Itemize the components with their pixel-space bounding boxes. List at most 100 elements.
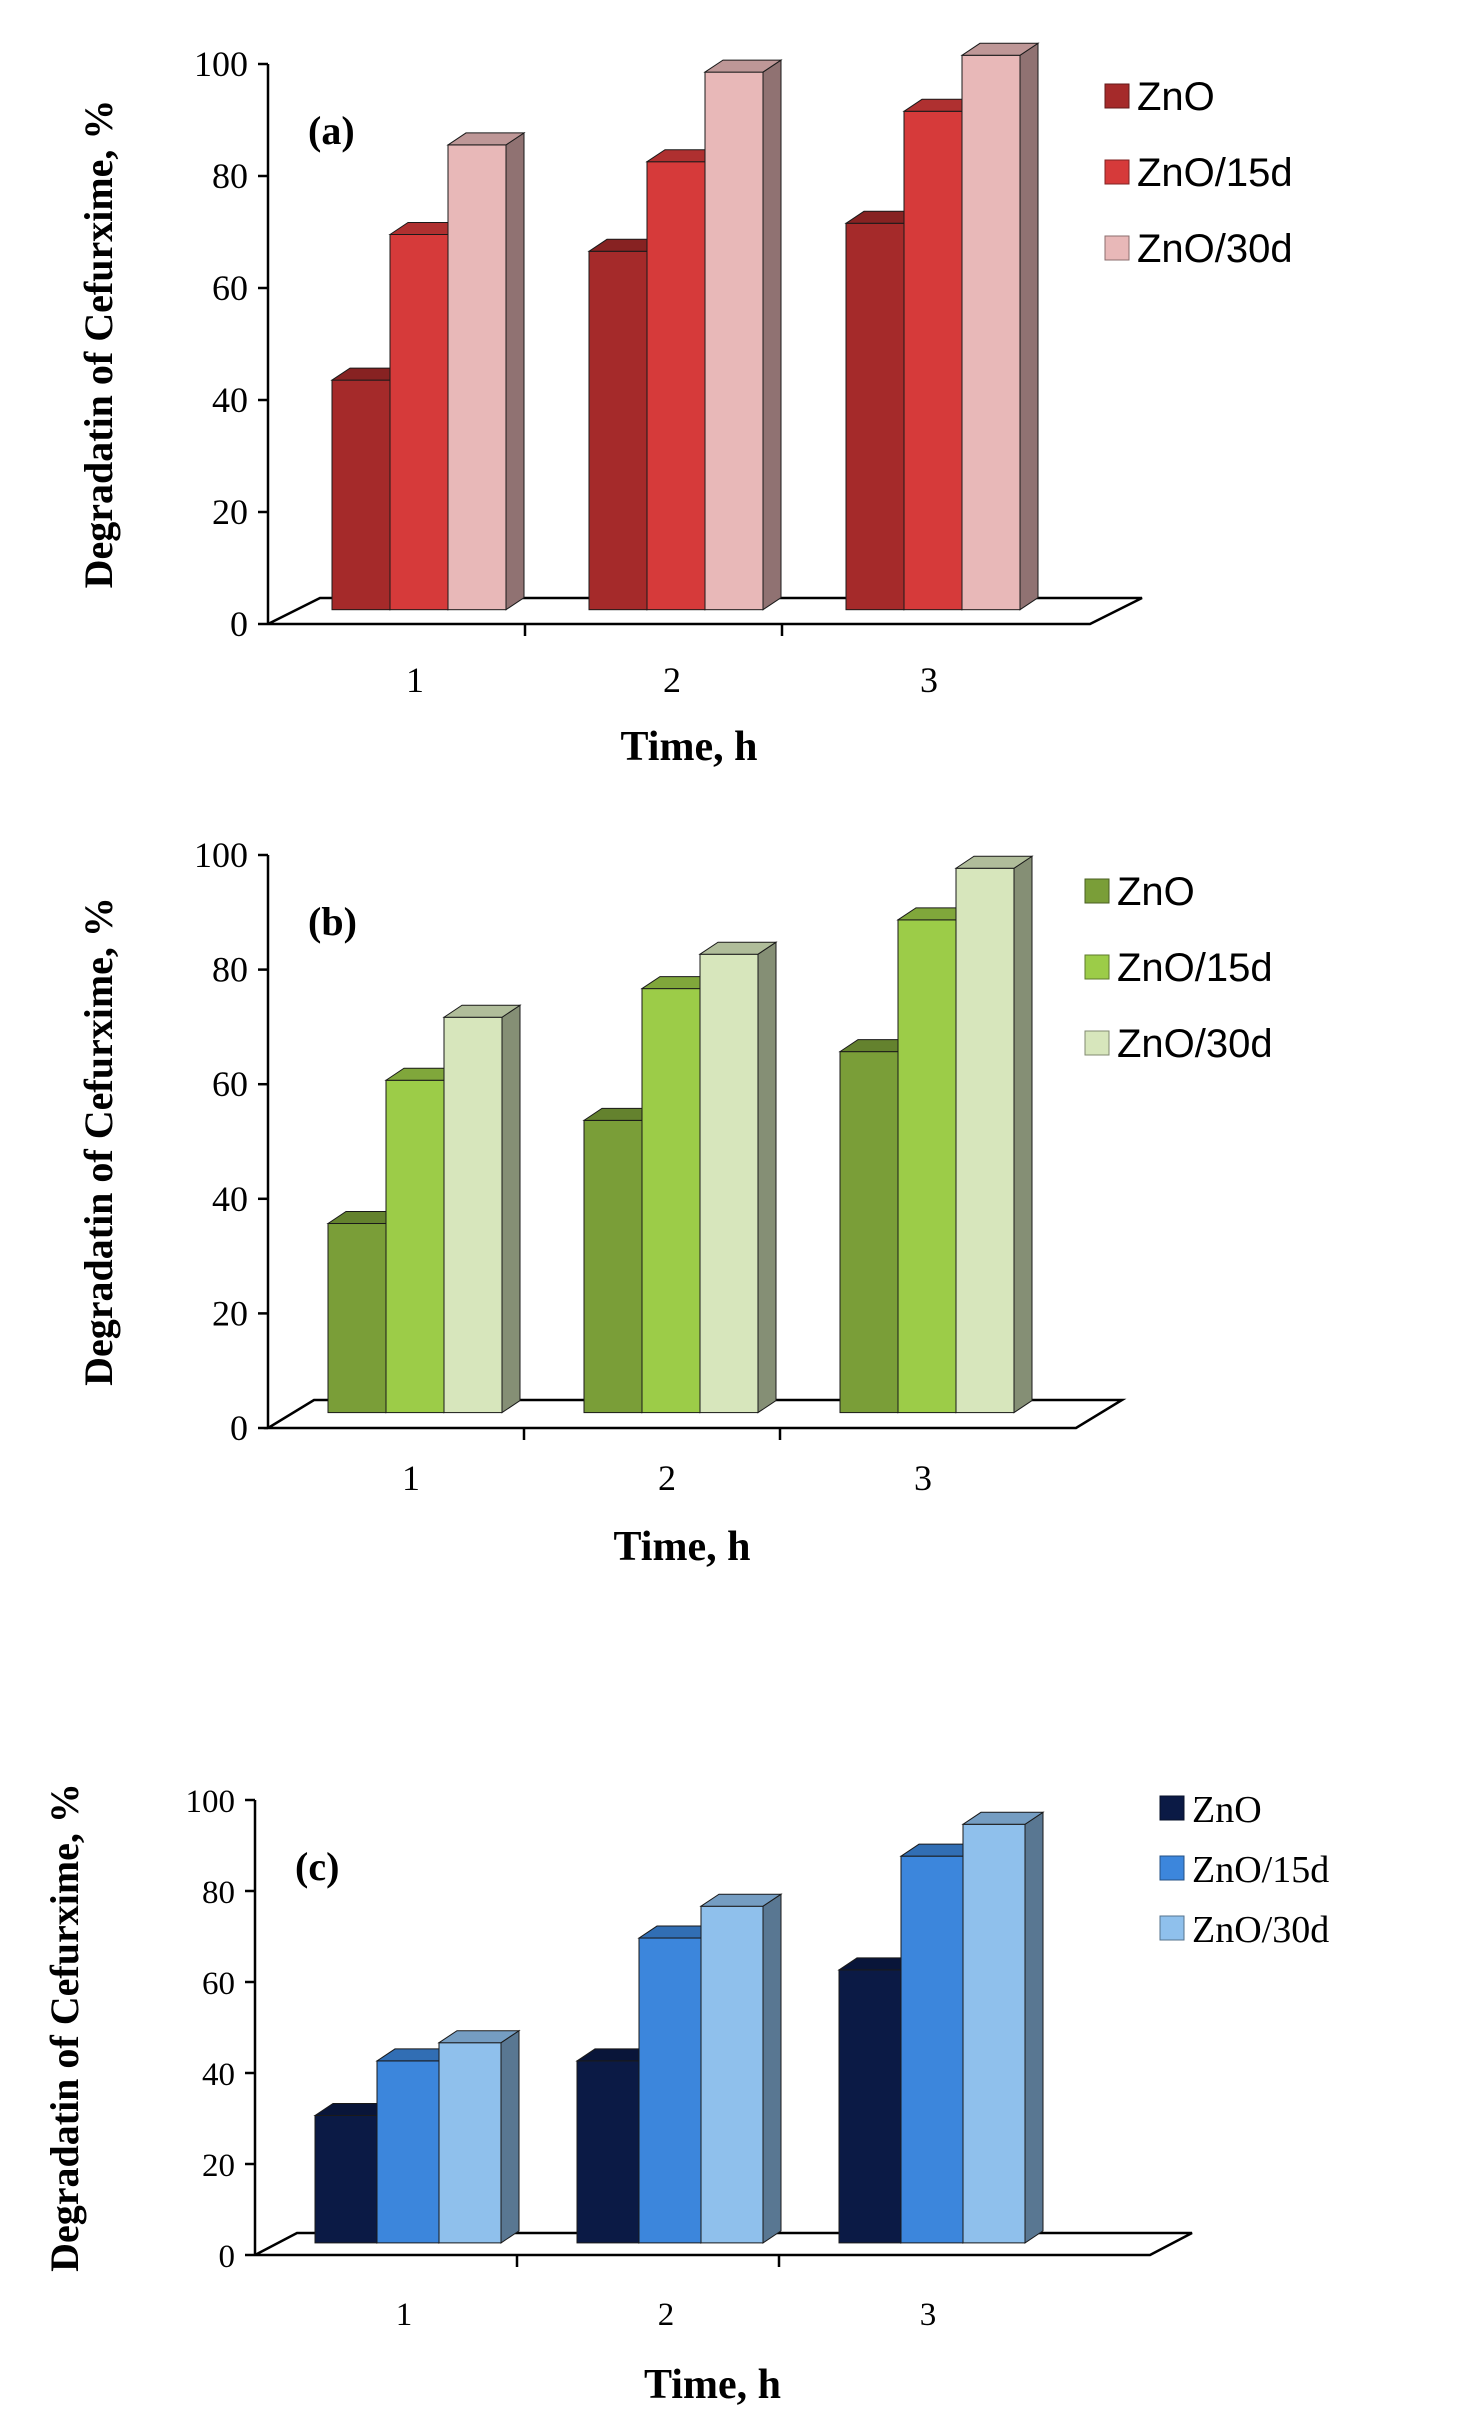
panel-label: (b) <box>308 899 357 944</box>
y-tick-label: 80 <box>212 156 248 196</box>
legend-swatch <box>1104 159 1130 185</box>
x-axis-label: Time, h <box>621 724 758 770</box>
bar-top <box>437 2030 521 2044</box>
legend-label: ZnO/30d <box>1192 1909 1329 1951</box>
chart-panel-2: 0 20 40 60 80 100 1 2 3 (b) Time, h Degradatin of C… <box>76 835 1273 1570</box>
legend-label: ZnO/15d <box>1137 151 1293 195</box>
y-tick-label: 0 <box>219 2239 236 2275</box>
legend-swatch <box>1159 1855 1185 1881</box>
y-tick-label: 60 <box>202 1966 235 2002</box>
y-tick-label: 100 <box>186 1784 236 1820</box>
panel-label: (a) <box>308 108 355 153</box>
legend-swatch <box>1159 1795 1185 1821</box>
y-tick-label: 20 <box>202 2148 235 2184</box>
bar-front <box>903 110 963 611</box>
bar-zno-30d-t3 <box>961 1811 1045 2244</box>
bar-front <box>314 2115 378 2244</box>
bar-front <box>327 1223 387 1414</box>
legend-swatch <box>1084 954 1110 980</box>
legend-label: ZnO <box>1137 75 1215 119</box>
legend-swatch <box>1084 878 1110 904</box>
y-tick-label: 0 <box>230 604 248 644</box>
bar-front <box>447 144 507 611</box>
bar-front <box>897 919 957 1414</box>
bar-zno-30d-t3 <box>954 855 1034 1414</box>
y-tick-label: 100 <box>194 835 248 875</box>
bar-top <box>698 941 778 955</box>
y-tick-label: 80 <box>202 1875 235 1911</box>
x-tick-label: 1 <box>396 2297 413 2333</box>
legend-label: ZnO/30d <box>1117 1022 1273 1066</box>
bar-front <box>900 1855 964 2244</box>
y-tick-label: 60 <box>212 268 248 308</box>
bar-side <box>757 941 777 1414</box>
x-tick-label: 2 <box>658 2297 675 2333</box>
panel-label: (c) <box>295 1844 339 1889</box>
bar-front <box>961 54 1021 611</box>
legend-label: ZnO/30d <box>1137 227 1293 271</box>
y-axis-label: Degradatin of Cefurxime, % <box>76 897 121 1386</box>
bar-zno-30d-t2 <box>698 941 778 1414</box>
x-tick-label: 3 <box>914 1458 932 1498</box>
bar-front <box>838 1969 902 2244</box>
x-tick-label: 2 <box>658 1458 676 1498</box>
chart-panel-1: 0 20 40 60 80 100 1 2 3 (a) Time, h Degradatin of C… <box>76 42 1293 770</box>
bar-side <box>762 59 782 611</box>
legend: ZnO ZnO/15d ZnO/30d <box>1104 75 1293 271</box>
legend-swatch <box>1159 1915 1185 1941</box>
bar-top <box>699 1893 783 1907</box>
chart-panel-3: 0 20 40 60 80 100 1 2 3 (c) Time, h Degradatin of C… <box>42 1783 1329 2408</box>
bar-top <box>961 1811 1045 1825</box>
legend-label: ZnO/15d <box>1192 1849 1329 1891</box>
bar-front <box>576 2060 640 2244</box>
y-tick-label: 40 <box>202 2057 235 2093</box>
bar-side <box>505 131 525 611</box>
bar-zno-30d-t2 <box>703 59 783 611</box>
bar-front <box>443 1016 503 1414</box>
y-tick-label: 80 <box>212 950 248 990</box>
x-tick-label: 3 <box>920 660 938 700</box>
bar-front <box>839 1051 899 1414</box>
y-tick-label: 20 <box>212 492 248 532</box>
bar-top <box>446 132 526 146</box>
bar-zno-30d-t3 <box>960 42 1040 611</box>
legend-swatch <box>1084 1030 1110 1056</box>
bar-front <box>376 2060 440 2244</box>
legend-swatch <box>1104 235 1130 261</box>
bar-front <box>438 2042 502 2244</box>
x-tick-label: 3 <box>920 2297 937 2333</box>
bar-front <box>583 1119 643 1414</box>
x-tick-label: 1 <box>402 1458 420 1498</box>
bar-side <box>1024 1811 1044 2244</box>
bar-front <box>700 1905 764 2244</box>
bar-front <box>389 234 449 611</box>
legend: ZnO ZnO/15d ZnO/30d <box>1159 1789 1329 1951</box>
y-tick-label: 0 <box>230 1408 248 1448</box>
bar-front <box>588 250 648 611</box>
bar-side <box>500 2029 520 2244</box>
bar-top <box>954 855 1034 869</box>
bar-front <box>385 1079 445 1414</box>
bar-front <box>704 71 764 611</box>
bar-front <box>646 161 706 611</box>
bar-zno-30d-t2 <box>699 1893 783 2244</box>
bar-side <box>762 1893 782 2244</box>
legend-label: ZnO/15d <box>1117 946 1273 990</box>
bar-zno-30d-t1 <box>437 2029 521 2244</box>
legend-label: ZnO <box>1117 870 1195 914</box>
bar-front <box>699 953 759 1414</box>
legend: ZnO ZnO/15d ZnO/30d <box>1084 870 1273 1066</box>
bar-side <box>1013 855 1033 1414</box>
bar-side <box>1019 42 1039 611</box>
x-tick-label: 1 <box>406 660 424 700</box>
y-tick-label: 60 <box>212 1064 248 1104</box>
bar-front <box>638 1937 702 2244</box>
x-tick-label: 2 <box>663 660 681 700</box>
bar-top <box>703 59 783 73</box>
bar-zno-30d-t1 <box>442 1004 522 1414</box>
bar-top <box>960 42 1040 56</box>
y-tick-label: 20 <box>212 1293 248 1333</box>
y-tick-label: 100 <box>194 44 248 84</box>
legend-label: ZnO <box>1192 1789 1262 1831</box>
